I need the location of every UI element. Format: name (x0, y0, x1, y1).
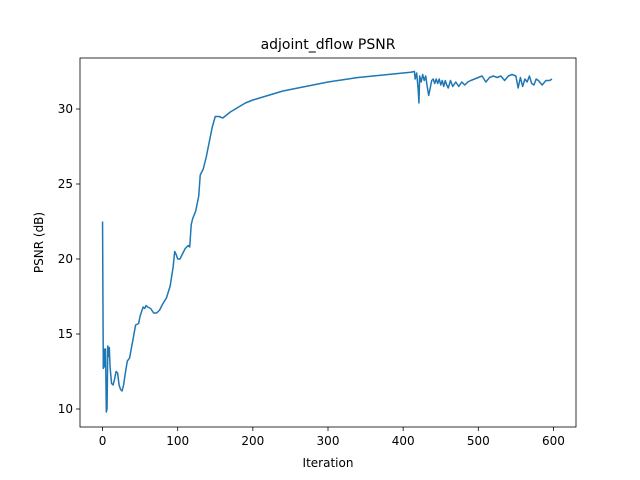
y-tick-label: 15 (58, 327, 73, 341)
chart-title: adjoint_dflow PSNR (261, 37, 396, 53)
y-axis: 10 15 20 25 30 (58, 102, 80, 416)
x-tick-label: 0 (99, 434, 107, 448)
y-tick-label: 30 (58, 102, 73, 116)
y-tick-label: 20 (58, 252, 73, 266)
psnr-series-line (101, 70, 553, 413)
y-tick-label: 10 (58, 402, 73, 416)
x-tick-label: 100 (166, 434, 189, 448)
x-tick-label: 600 (542, 434, 565, 448)
x-tick-label: 200 (241, 434, 264, 448)
x-tick-label: 400 (392, 434, 415, 448)
plot-frame (79, 57, 577, 428)
x-axis: 0 100 200 300 400 500 600 (99, 427, 565, 448)
y-axis-label: PSNR (dB) (32, 212, 46, 273)
x-tick-label: 300 (317, 434, 340, 448)
x-tick-label: 500 (467, 434, 490, 448)
y-tick-label: 25 (58, 177, 73, 191)
x-axis-label: Iteration (303, 456, 354, 470)
